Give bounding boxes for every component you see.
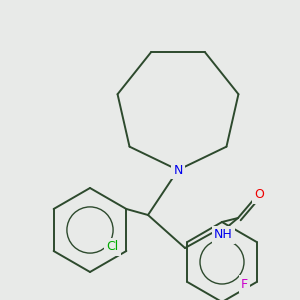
- Text: N: N: [173, 164, 183, 176]
- Text: NH: NH: [214, 229, 233, 242]
- Text: F: F: [241, 278, 248, 290]
- Text: Cl: Cl: [106, 241, 118, 254]
- Text: O: O: [254, 188, 264, 202]
